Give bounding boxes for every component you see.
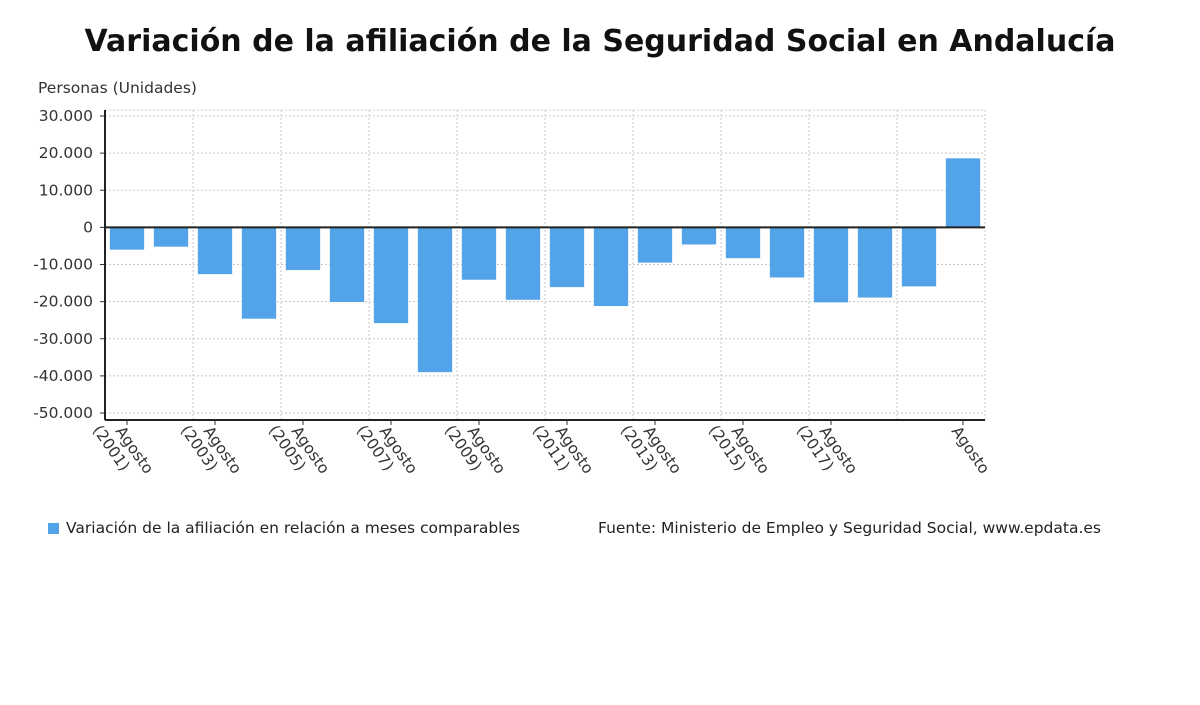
axes-layer — [100, 110, 985, 425]
x-tick-label: Agosto(2013) — [617, 412, 685, 488]
y-tick-label: 10.000 — [39, 181, 93, 199]
y-tick-label: -10.000 — [33, 256, 93, 274]
x-tick-label: Agosto(2001) — [89, 412, 157, 488]
x-tick-label: Agosto(2011) — [529, 412, 597, 488]
bar — [549, 227, 585, 288]
bar — [417, 227, 453, 373]
bars-layer — [109, 158, 981, 373]
bar — [373, 227, 409, 324]
bar — [725, 227, 761, 259]
legend-swatch — [48, 522, 59, 534]
bar — [329, 227, 365, 302]
y-tick-label: 0 — [83, 218, 93, 236]
bar — [593, 227, 629, 307]
y-tick-label: -20.000 — [33, 293, 93, 311]
bar — [901, 227, 937, 287]
x-tick-label: Agosto(2007) — [353, 412, 421, 488]
x-tick-label: Agosto(2009) — [441, 412, 509, 488]
bar — [109, 227, 145, 250]
y-tick-label: 30.000 — [39, 107, 93, 125]
source-note: Fuente: Ministerio de Empleo y Seguridad… — [598, 519, 1101, 537]
grid-layer — [105, 109, 986, 420]
y-axis-label: Personas (Unidades) — [38, 79, 197, 97]
bar — [461, 227, 497, 280]
x-tick-label: Agosto(2015) — [705, 412, 773, 488]
bar — [153, 227, 189, 247]
bar — [681, 227, 717, 245]
bar — [857, 227, 893, 298]
y-tick-label: -30.000 — [33, 330, 93, 348]
bar — [241, 227, 277, 319]
x-tick-label-line1: Agosto — [948, 423, 993, 477]
x-tick-label: Agosto(2017) — [793, 412, 861, 488]
y-tick-label: -50.000 — [33, 404, 93, 422]
bar — [945, 158, 981, 228]
x-tick-label: Agosto — [948, 423, 993, 477]
bar — [197, 227, 233, 275]
legend-label: Variación de la afiliación en relación a… — [66, 519, 521, 537]
legend: Variación de la afiliación en relación a… — [48, 519, 520, 537]
bar — [813, 227, 849, 303]
bar — [505, 227, 541, 300]
y-tick-label: -40.000 — [33, 367, 93, 385]
bar — [637, 227, 673, 263]
chart-title: Variación de la afiliación de la Segurid… — [84, 24, 1116, 59]
x-tick-label: Agosto(2003) — [177, 412, 245, 488]
bar — [285, 227, 321, 271]
y-tick-label: 20.000 — [39, 144, 93, 162]
x-tick-label: Agosto(2005) — [265, 412, 333, 488]
bar — [769, 227, 805, 278]
